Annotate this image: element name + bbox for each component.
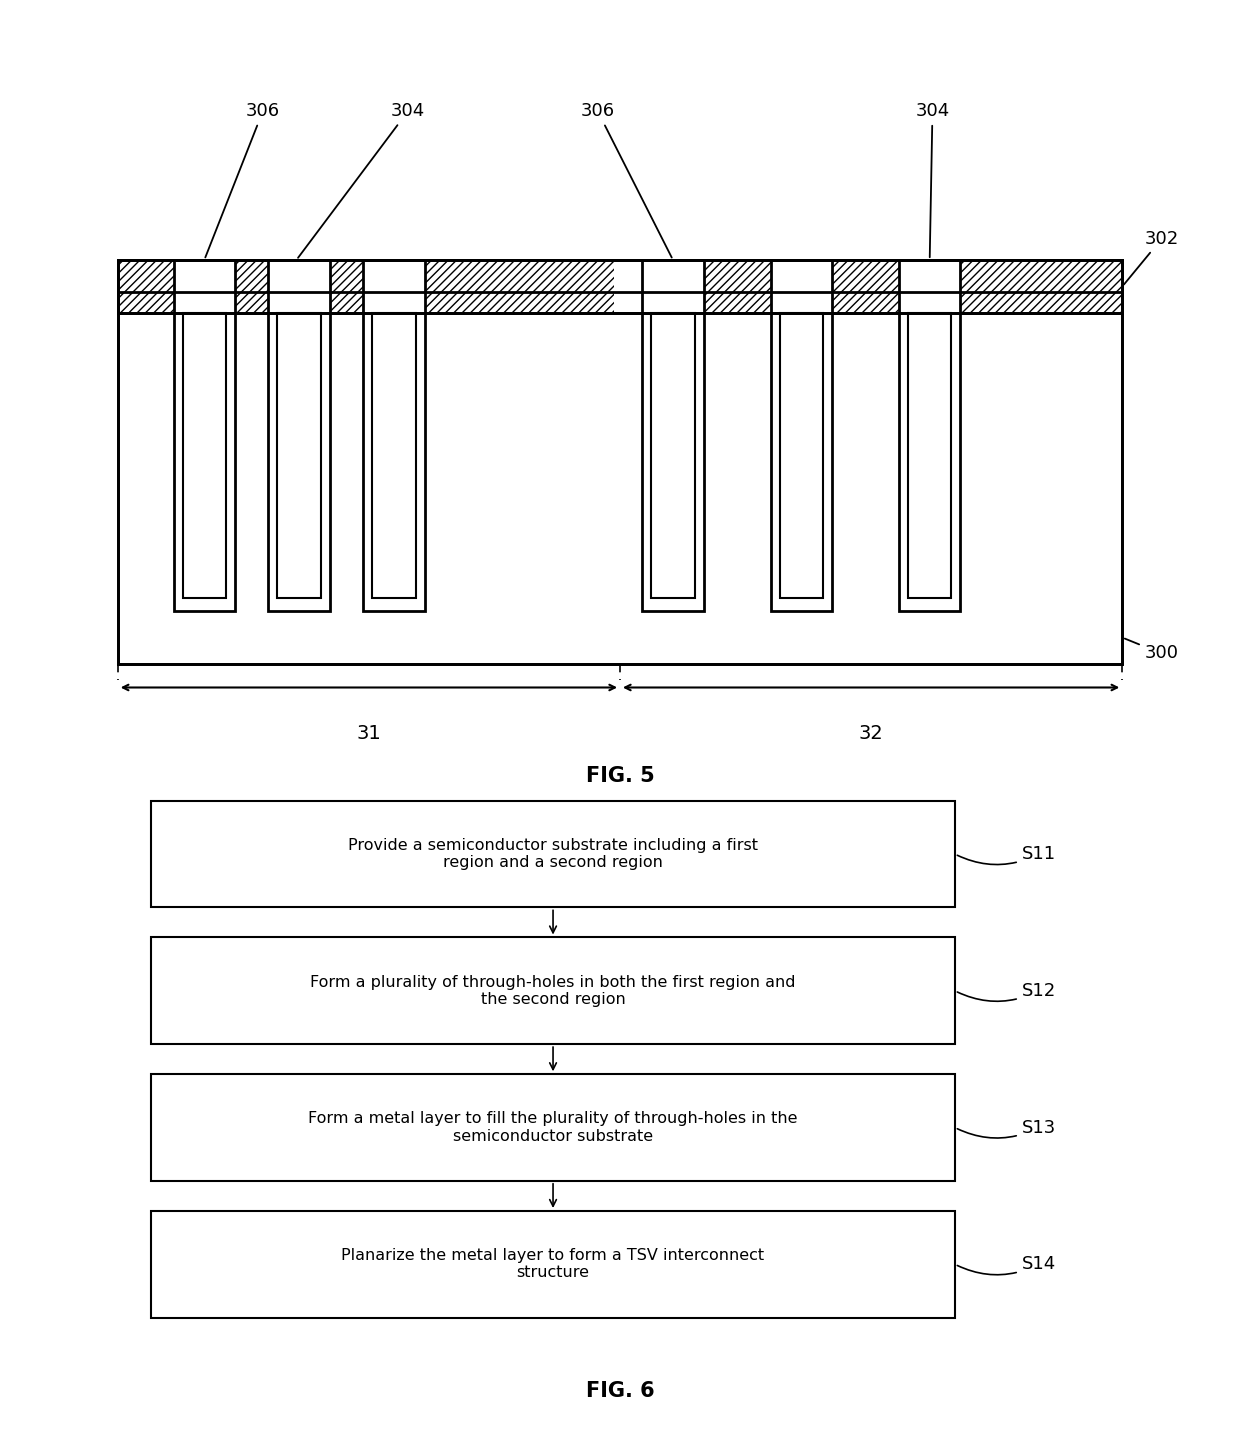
Bar — [151, 1211, 955, 1318]
Bar — [278, 313, 321, 599]
Text: Form a metal layer to fill the plurality of through-holes in the
semiconductor s: Form a metal layer to fill the plurality… — [309, 1111, 797, 1144]
Bar — [651, 313, 694, 599]
Text: 300: 300 — [1125, 638, 1178, 663]
Bar — [118, 260, 1122, 313]
Text: 304: 304 — [298, 102, 425, 258]
Bar — [151, 938, 955, 1044]
Text: FIG. 5: FIG. 5 — [585, 766, 655, 786]
Text: S13: S13 — [957, 1118, 1056, 1138]
Bar — [899, 260, 961, 610]
Bar — [269, 260, 330, 610]
Text: S11: S11 — [957, 845, 1056, 864]
Bar — [899, 260, 961, 610]
Text: 304: 304 — [915, 102, 950, 257]
Bar — [698, 260, 776, 313]
Text: 31: 31 — [357, 724, 381, 742]
Text: Form a plurality of through-holes in both the first region and
the second region: Form a plurality of through-holes in bot… — [310, 974, 796, 1006]
Bar — [118, 291, 1122, 664]
Bar — [955, 260, 1122, 313]
Bar — [174, 260, 236, 610]
Text: S12: S12 — [957, 982, 1056, 1002]
Bar — [118, 260, 1122, 313]
Bar — [151, 1074, 955, 1180]
Text: 32: 32 — [859, 724, 883, 742]
Text: S14: S14 — [957, 1256, 1056, 1275]
Bar — [826, 260, 905, 313]
Bar — [174, 260, 236, 610]
Bar — [642, 260, 704, 610]
Bar — [118, 291, 1122, 664]
Bar — [419, 260, 615, 313]
Bar — [269, 260, 330, 610]
Bar — [642, 260, 704, 610]
Bar — [372, 313, 415, 599]
Bar — [118, 260, 180, 313]
Bar — [151, 800, 955, 908]
Bar — [770, 260, 832, 610]
Bar — [182, 313, 226, 599]
Bar — [770, 260, 832, 610]
Bar — [118, 260, 1122, 313]
Bar — [363, 260, 424, 610]
Text: FIG. 6: FIG. 6 — [585, 1380, 655, 1401]
Bar — [908, 313, 951, 599]
Text: Provide a semiconductor substrate including a first
region and a second region: Provide a semiconductor substrate includ… — [348, 838, 758, 870]
Bar — [229, 260, 370, 313]
Text: 306: 306 — [206, 102, 280, 258]
Text: 302: 302 — [1123, 229, 1179, 284]
Bar — [363, 260, 424, 610]
Text: Planarize the metal layer to form a TSV interconnect
structure: Planarize the metal layer to form a TSV … — [341, 1248, 765, 1280]
Text: 306: 306 — [580, 102, 672, 258]
Bar — [780, 313, 823, 599]
